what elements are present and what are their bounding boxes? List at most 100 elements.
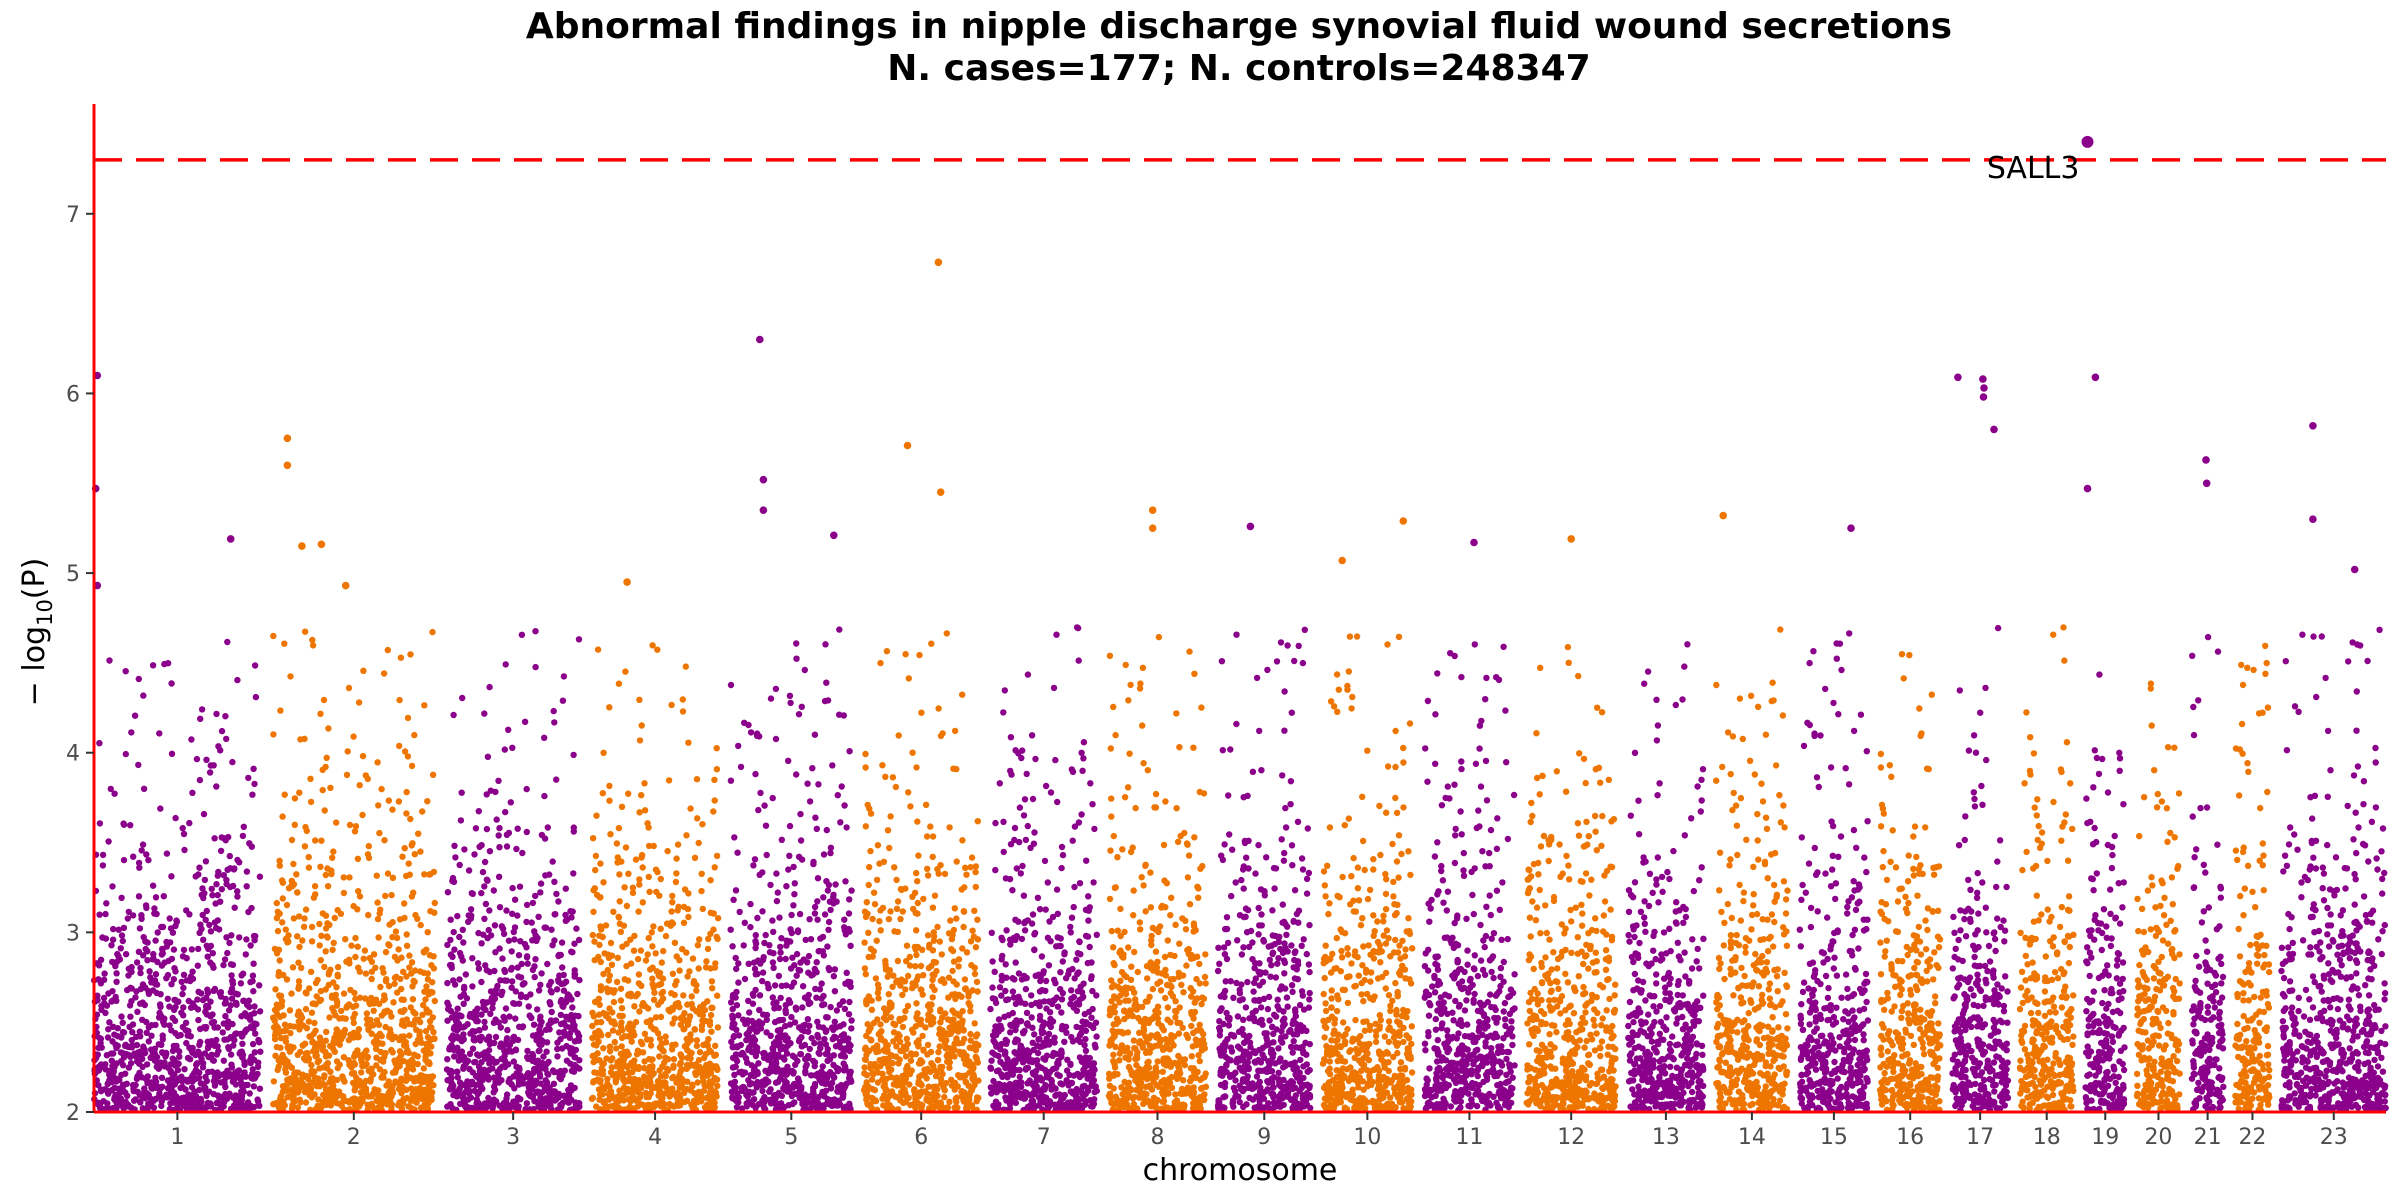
- data-point: [197, 715, 204, 722]
- data-point: [166, 1022, 173, 1029]
- data-point: [122, 1041, 129, 1049]
- data-point: [618, 1019, 625, 1026]
- data-point: [528, 919, 535, 926]
- data-point: [714, 992, 721, 999]
- data-point: [571, 1022, 578, 1029]
- data-point: [918, 709, 925, 716]
- data-point: [207, 928, 215, 935]
- data-point: [777, 949, 784, 956]
- data-point: [459, 926, 466, 933]
- data-point: [478, 889, 485, 897]
- data-point: [931, 892, 939, 899]
- data-point: [636, 696, 643, 703]
- data-point: [406, 952, 413, 959]
- data-point: [104, 1034, 112, 1041]
- data-point: [311, 1068, 318, 1075]
- data-point: [658, 1046, 666, 1053]
- data-point: [695, 965, 702, 972]
- data-point: [322, 871, 329, 879]
- data-point: [420, 1001, 427, 1009]
- data-point: [641, 807, 649, 814]
- data-point: [104, 1100, 111, 1107]
- data-point: [409, 996, 417, 1003]
- data-point: [972, 944, 980, 951]
- data-point: [820, 1024, 827, 1031]
- data-point: [509, 978, 516, 985]
- data-point: [612, 1076, 619, 1084]
- data-point: [557, 1067, 564, 1075]
- data-point: [356, 994, 364, 1001]
- data-point: [201, 890, 208, 897]
- data-point: [345, 1001, 353, 1008]
- data-point: [861, 965, 869, 972]
- data-point: [907, 1057, 915, 1064]
- data-point: [336, 1100, 343, 1107]
- data-point: [728, 1088, 736, 1096]
- data-point: [289, 964, 297, 971]
- data-point: [316, 1034, 324, 1041]
- data-point: [127, 984, 134, 991]
- data-point: [553, 986, 561, 993]
- data-point: [683, 832, 690, 839]
- data-point: [227, 865, 234, 872]
- data-point: [171, 1056, 178, 1064]
- data-point: [524, 1080, 531, 1088]
- data-point: [142, 902, 150, 909]
- data-point: [250, 765, 257, 772]
- data-point: [165, 1064, 172, 1072]
- data-point: [608, 961, 616, 968]
- data-point: [367, 1016, 374, 1024]
- data-point: [460, 1000, 467, 1007]
- data-point: [599, 1067, 607, 1074]
- data-point: [732, 1051, 740, 1058]
- data-point: [542, 924, 550, 931]
- data-point: [105, 1026, 112, 1033]
- data-point: [143, 851, 150, 858]
- data-point: [646, 888, 653, 895]
- data-point: [227, 961, 235, 968]
- data-point: [282, 1069, 290, 1076]
- data-point: [476, 843, 483, 850]
- data-point: [275, 1063, 282, 1070]
- data-point: [379, 1040, 386, 1047]
- data-point: [542, 1099, 549, 1107]
- data-point: [843, 969, 850, 976]
- data-point: [752, 986, 759, 994]
- data-point: [116, 1086, 123, 1094]
- data-point: [283, 901, 291, 909]
- data-point: [124, 915, 131, 922]
- data-point: [203, 907, 210, 915]
- data-point: [560, 673, 568, 680]
- data-point: [180, 830, 188, 838]
- data-point: [399, 1008, 406, 1016]
- data-point: [548, 926, 555, 933]
- data-point: [203, 1104, 210, 1111]
- data-point: [681, 886, 689, 893]
- data-point: [666, 1093, 673, 1100]
- data-point: [911, 889, 919, 896]
- data-point: [277, 1044, 284, 1051]
- data-point: [893, 905, 901, 912]
- data-point: [671, 1015, 678, 1022]
- data-point: [759, 969, 767, 976]
- data-point: [638, 792, 645, 799]
- data-point: [960, 908, 967, 915]
- data-point: [150, 955, 157, 962]
- data-point: [359, 1062, 366, 1070]
- data-point: [524, 960, 531, 967]
- data-point: [145, 856, 152, 864]
- data-point: [166, 915, 173, 922]
- data-point: [862, 971, 869, 978]
- data-point: [144, 948, 151, 955]
- data-point: [635, 908, 642, 915]
- data-point: [471, 1059, 478, 1066]
- data-point: [271, 945, 279, 953]
- data-point: [209, 950, 216, 957]
- data-point: [882, 1010, 890, 1017]
- data-point: [923, 833, 931, 840]
- data-point: [607, 986, 614, 994]
- data-point: [411, 967, 419, 974]
- data-point: [636, 1100, 644, 1108]
- data-point: [462, 971, 469, 978]
- data-point: [639, 864, 646, 871]
